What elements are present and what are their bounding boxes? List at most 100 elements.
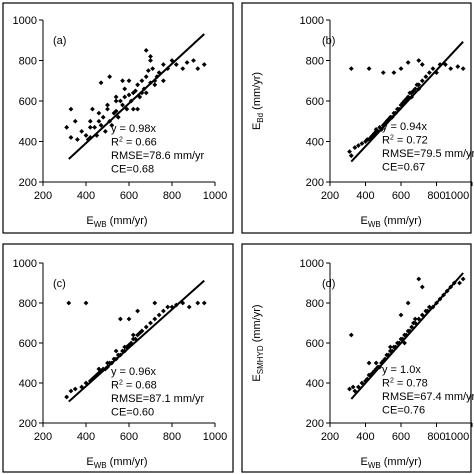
data-point	[387, 344, 393, 350]
data-point	[113, 108, 119, 114]
data-point	[161, 78, 166, 84]
y-tick-label: 1000	[300, 258, 324, 270]
data-point	[398, 102, 404, 108]
data-point	[94, 372, 100, 378]
data-point	[416, 58, 422, 63]
data-point	[348, 332, 354, 338]
data-point	[156, 70, 162, 76]
stats-r2-sup: 2	[390, 378, 394, 385]
data-point	[130, 332, 136, 338]
panel-frame	[2, 2, 234, 234]
data-point	[442, 62, 448, 67]
data-point	[430, 66, 436, 71]
data-point	[156, 312, 162, 318]
y-tick-label: 400	[306, 137, 324, 149]
data-point	[201, 300, 207, 306]
x-axis-label-sub: WB	[94, 220, 107, 229]
x-axis-label-sub: WB	[368, 461, 381, 470]
data-point	[180, 66, 186, 71]
data-point	[118, 98, 123, 104]
data-point	[124, 106, 130, 112]
y-tick-label: 1000	[13, 258, 37, 270]
data-point	[161, 62, 166, 67]
data-point	[347, 386, 352, 392]
x-axis-label-main: E	[360, 456, 367, 468]
stats-rmse: RMSE=78.6 mm/yr	[111, 150, 205, 162]
stats-r2-prefix: R	[111, 137, 119, 149]
stats-rmse: RMSE=67.4 mm/yr	[382, 391, 474, 403]
data-point	[68, 388, 74, 394]
x-tick-label: 800	[427, 431, 445, 443]
data-point	[122, 86, 128, 92]
data-point	[130, 90, 136, 96]
data-point	[419, 312, 425, 318]
y-tick-label: 600	[306, 96, 324, 108]
x-tick-label: 200	[321, 190, 339, 202]
data-point	[143, 324, 149, 330]
x-axis-label: EWB (mm/yr)	[360, 215, 421, 229]
stats-r2-sup: 2	[119, 380, 123, 387]
data-point	[90, 376, 95, 382]
data-point	[139, 90, 145, 96]
data-point	[143, 90, 149, 96]
y-axis-label-main: E	[251, 374, 263, 381]
x-axis-label: EWB (mm/yr)	[86, 456, 147, 470]
data-point	[352, 145, 358, 150]
fit-line	[68, 33, 205, 160]
data-point	[184, 60, 190, 65]
data-point	[128, 340, 134, 346]
x-axis-label-main: E	[86, 456, 93, 468]
data-point	[152, 82, 158, 88]
y-tick-label: 800	[306, 298, 324, 310]
data-point	[347, 149, 352, 155]
data-point	[90, 106, 95, 112]
y-tick-label: 400	[19, 378, 37, 390]
data-point	[405, 300, 411, 306]
data-point	[87, 124, 93, 130]
stats-ce: CE=0.76	[382, 405, 425, 417]
data-point	[105, 360, 110, 366]
data-point	[460, 276, 466, 282]
x-tick-label: 400	[356, 190, 374, 202]
scatter-points	[64, 47, 207, 142]
data-point	[416, 82, 422, 88]
data-point	[371, 131, 377, 136]
data-point	[457, 280, 462, 286]
data-point	[143, 74, 149, 80]
data-point	[96, 118, 102, 124]
data-point	[126, 316, 132, 322]
data-point	[79, 384, 85, 390]
data-point	[348, 153, 354, 159]
data-point	[96, 366, 102, 372]
data-point	[120, 102, 125, 108]
stats-equation: y = 0.98x	[111, 123, 156, 135]
y-tick-label: 1000	[300, 15, 324, 27]
x-axis-label-unit: (mm/yr)	[107, 215, 148, 227]
panel-label: (d)	[322, 278, 335, 290]
stats-equation: y = 0.94x	[382, 121, 427, 133]
data-point	[120, 78, 125, 84]
x-tick-label: 600	[392, 431, 410, 443]
data-point	[173, 62, 179, 67]
data-point	[148, 320, 153, 326]
panel-frame	[241, 2, 472, 234]
y-tick-label: 200	[19, 418, 37, 430]
chart-panel-1: 200 400 600 800 1000 200 400 600 800 1000 EWB (mm/…	[2, 2, 234, 234]
stats-r2-prefix: R	[382, 378, 390, 390]
data-point	[109, 122, 115, 128]
stats-r2-value: = 0.66	[123, 137, 157, 149]
x-tick-label: 600	[120, 190, 138, 202]
stats-r2-sup: 2	[119, 137, 123, 144]
data-point	[107, 74, 113, 80]
y-axis-label: ESMHYD (mm/yr)	[251, 304, 265, 381]
y-tick-label: 1000	[13, 15, 37, 27]
data-point	[201, 62, 207, 67]
data-point	[412, 86, 418, 92]
data-point	[113, 348, 119, 354]
y-axis-label: EBd (mm/yr)	[251, 72, 265, 130]
data-point	[366, 360, 372, 366]
data-point	[111, 110, 117, 116]
data-point	[137, 330, 143, 336]
